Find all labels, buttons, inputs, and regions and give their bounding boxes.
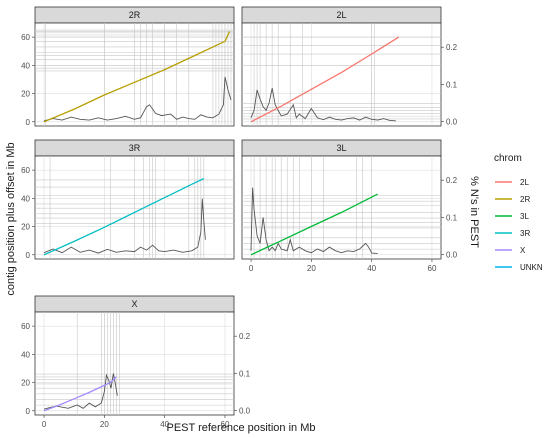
facet-panel-2l: 2L 0.0 0.1 0.2: [241, 6, 458, 127]
pct-n-line: [43, 373, 118, 410]
panel-plot-area: [35, 23, 234, 126]
facet-strip-label: X: [131, 299, 137, 309]
y2-tick-label: 0.2: [446, 176, 458, 185]
panel-plot-area: [35, 312, 234, 415]
legend-label-3r: 3R: [520, 229, 530, 238]
pct-n-line: [43, 198, 206, 254]
legend-title: chrom: [494, 153, 522, 164]
y-axis-title-right: % N's in PEST: [468, 176, 480, 248]
y2-tick-label: 0.1: [446, 213, 458, 222]
panel-background: [34, 311, 235, 416]
pct-n-line: [250, 187, 378, 254]
legend-label-3l: 3L: [520, 212, 529, 221]
y-tick-label: 20: [21, 379, 30, 388]
y2-tick-label: 0.0: [446, 251, 458, 260]
x-tick-label: 40: [367, 264, 376, 273]
x-tick-label: 40: [160, 420, 169, 429]
facet-panel-x: X 0 20 40 60 0.0 0.1 0.2: [21, 295, 251, 416]
facet-strip-label: 2R: [129, 10, 141, 20]
y-tick-label: 40: [21, 194, 30, 203]
x-axis-title: PEST reference position in Mb: [167, 422, 316, 434]
x-tick-label: 20: [307, 264, 316, 273]
facet-strip-label: 2L: [336, 10, 346, 20]
y2-tick-label: 0.2: [239, 332, 251, 341]
y-tick-label: 0: [26, 407, 31, 416]
legend-label-2r: 2R: [520, 195, 530, 204]
mapping-line-2l: [250, 36, 400, 123]
panel-plot-area: [35, 156, 234, 259]
facet-panel-3r: 3R 0 20 40 60: [21, 139, 235, 260]
x-tick-label: 60: [221, 420, 230, 429]
facet-strip-label: 3R: [129, 143, 141, 153]
x-tick-label: 0: [249, 264, 254, 273]
y-tick-label: 20: [21, 90, 30, 99]
y-tick-label: 0: [26, 118, 31, 127]
panel-plot-area: [242, 23, 441, 126]
mapping-line-x: [43, 376, 117, 412]
pct-n-line: [43, 76, 232, 122]
y2-tick-label: 0.2: [446, 43, 458, 52]
legend-label-x: X: [520, 246, 526, 255]
y-tick-label: 40: [21, 350, 30, 359]
x-tick-label: 0: [42, 420, 47, 429]
y2-tick-label: 0.1: [446, 80, 458, 89]
y-tick-label: 60: [21, 33, 30, 42]
y-tick-label: 60: [21, 322, 30, 331]
mapping-line-3l: [250, 193, 378, 256]
y-tick-label: 60: [21, 166, 30, 175]
pct-n-line: [250, 88, 396, 122]
y-axis-title-left: contig position plus offset in Mb: [5, 142, 17, 295]
mapping-line-3r: [43, 178, 205, 256]
y-tick-label: 0: [26, 251, 31, 260]
panel-plot-area: [242, 156, 441, 259]
y-tick-label: 40: [21, 61, 30, 70]
y-tick-label: 20: [21, 223, 30, 232]
y2-tick-label: 0.1: [239, 369, 251, 378]
y2-tick-label: 0.0: [239, 407, 251, 416]
legend-label-2l: 2L: [520, 178, 529, 187]
facet-panel-2r: 2R 0 20 40 60: [21, 6, 235, 127]
facet-panel-3l: 3L 0.0 0.1 0.2: [241, 139, 458, 260]
facet-strip-label: 3L: [336, 143, 346, 153]
x-tick-label: 20: [100, 420, 109, 429]
mapping-line-2r: [43, 31, 231, 123]
y2-tick-label: 0.0: [446, 118, 458, 127]
legend-label-unkn: UNKN: [520, 263, 543, 272]
legend: chrom 2L 2R 3L 3R X UNKN: [494, 153, 543, 272]
x-tick-label: 60: [428, 264, 437, 273]
